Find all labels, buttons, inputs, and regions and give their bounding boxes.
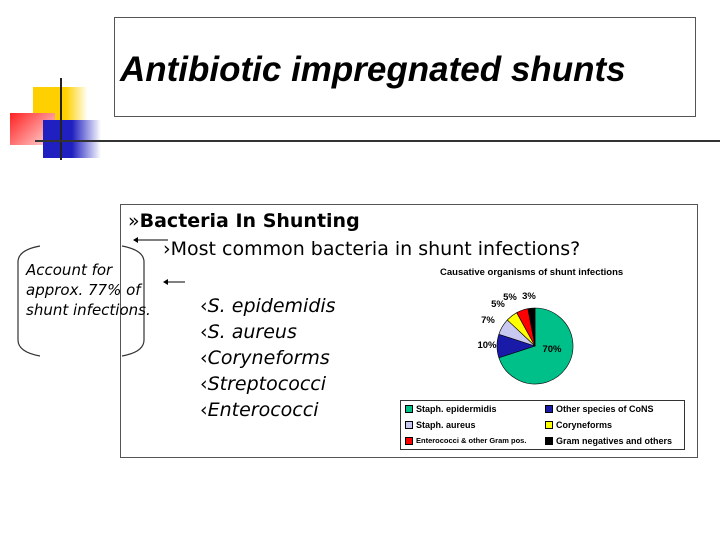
bullet: » <box>128 210 140 232</box>
pie-slice <box>498 307 574 385</box>
list-item-text: S. aureus <box>207 321 297 343</box>
legend-swatch <box>545 421 553 429</box>
list-item: ‹Streptococci <box>200 373 326 395</box>
list-item: ‹Enterococci <box>200 399 318 421</box>
bullet: ‹ <box>200 295 208 317</box>
bullet: ‹ <box>200 399 208 421</box>
title-underline <box>35 140 720 142</box>
chart-legend: Staph. epidermidis Other species of CoNS S… <box>400 400 685 450</box>
heading: »Bacteria In Shunting <box>128 210 360 232</box>
legend-label: Other species of CoNS <box>556 404 654 414</box>
legend-label: Gram negatives and others <box>556 436 673 446</box>
pie-label: 10% <box>477 340 497 351</box>
title-box <box>114 17 696 117</box>
legend-item: Other species of CoNS <box>545 404 654 414</box>
list-item-text: Enterococci <box>207 399 319 421</box>
legend-item: Staph. aureus <box>405 420 476 430</box>
note-bracket <box>17 245 145 357</box>
logo-blue-square <box>43 120 101 158</box>
list-item: ‹Coryneforms <box>200 347 330 369</box>
legend-swatch <box>545 405 553 413</box>
list-item: ‹S. epidemidis <box>200 295 336 317</box>
legend-swatch <box>405 436 413 445</box>
bullet: ‹ <box>200 347 208 369</box>
note-text: Account for approx. 77% of shunt infecti… <box>26 261 151 319</box>
question: ›Most common bacteria in shunt infection… <box>163 238 580 260</box>
pie-slice <box>527 307 536 347</box>
legend-swatch <box>405 421 413 429</box>
legend-item: Staph. epidermidis <box>405 404 497 414</box>
list-item-text: S. epidemidis <box>207 295 336 317</box>
legend-label: Coryneforms <box>556 420 613 430</box>
legend-label: Staph. aureus <box>416 420 476 430</box>
pie-label: 7% <box>481 315 495 326</box>
legend-item: Enterococci & other Gram pos. <box>405 436 526 445</box>
list-item: ‹S. aureus <box>200 321 297 343</box>
question-text: Most common bacteria in shunt infections… <box>170 238 581 260</box>
legend-label: Enterococci & other Gram pos. <box>416 436 527 445</box>
logo-vertical-line <box>60 78 62 160</box>
content-box <box>120 204 698 458</box>
list-item-text: Coryneforms <box>207 347 330 369</box>
pie-label: 5% <box>491 299 505 310</box>
pie-label: 3% <box>522 291 536 302</box>
bullet: ‹ <box>200 321 208 343</box>
pie-chart: 70% 10% 7% 5%5% 3% <box>477 291 574 385</box>
legend-item: Coryneforms <box>545 420 612 430</box>
legend-swatch <box>405 405 413 413</box>
slide-title: Antibiotic impregnated shunts <box>120 50 626 89</box>
chart-title: Causative organisms of shunt infections <box>440 267 624 278</box>
bullet: › <box>163 238 171 260</box>
bullet: ‹ <box>200 373 208 395</box>
arrow-icon <box>133 237 168 243</box>
legend-label: Staph. epidermidis <box>416 404 497 414</box>
legend-swatch <box>545 437 553 445</box>
legend-item: Gram negatives and others <box>545 436 672 446</box>
heading-text: Bacteria In Shunting <box>139 210 360 232</box>
pie-label: 5% <box>503 292 517 303</box>
arrow-icon <box>163 279 185 285</box>
pie-label: 70% <box>542 344 562 355</box>
list-item-text: Streptococci <box>207 373 326 395</box>
